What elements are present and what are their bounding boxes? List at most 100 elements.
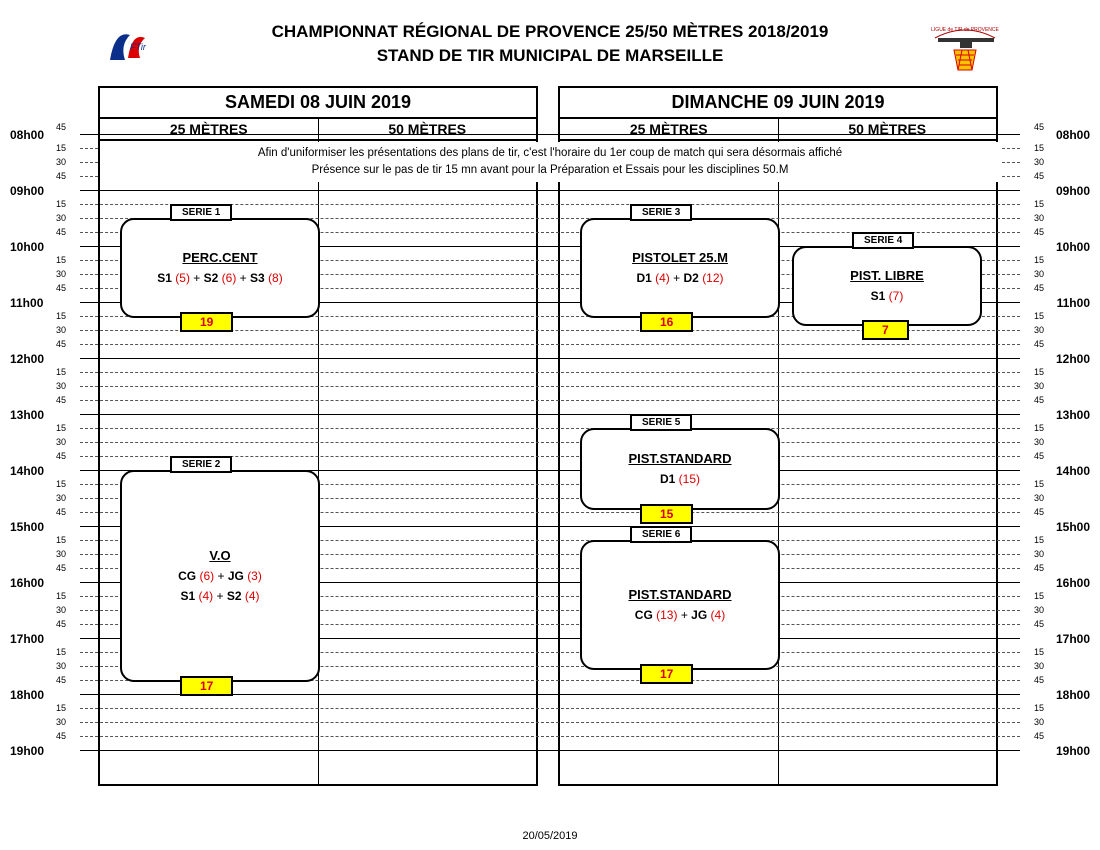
quarter-label-right: 45 — [1034, 283, 1044, 293]
quarter-label-right: 15 — [1034, 199, 1044, 209]
quarter-label-right: 30 — [1034, 381, 1044, 391]
quarter-label-left: 45 — [56, 227, 66, 237]
count-badge-p25: 16 — [640, 312, 693, 332]
count-badge-vo: 17 — [180, 676, 233, 696]
quarter-label-right: 45 — [1034, 619, 1044, 629]
quarter-label-left: 30 — [56, 661, 66, 671]
quarter-label-right: 15 — [1034, 367, 1044, 377]
page-title: CHAMPIONNAT RÉGIONAL DE PROVENCE 25/50 M… — [272, 20, 829, 68]
quarter-label-left: 15 — [56, 143, 66, 153]
logo-left: FTir — [100, 20, 160, 75]
quarter-label-left: 30 — [56, 381, 66, 391]
hour-label-left: 11h00 — [10, 296, 70, 310]
quarter-label-right: 30 — [1034, 549, 1044, 559]
event-line: CG (13) + JG (4) — [635, 608, 725, 622]
hour-label-right: 17h00 — [1030, 632, 1090, 646]
event-perc-cent: PERC.CENT S1 (5) + S2 (6) + S3 (8) — [120, 218, 320, 318]
quarter-label-right: 45 — [1034, 171, 1044, 181]
event-title: PIST.STANDARD — [628, 587, 731, 602]
note-line-2: Présence sur le pas de tir 15 mn avant p… — [104, 162, 996, 179]
quarter-line: 1515 — [80, 708, 1020, 709]
event-title: PISTOLET 25.M — [632, 250, 728, 265]
event-title: PIST. LIBRE — [850, 268, 924, 283]
quarter-label-left: 30 — [56, 493, 66, 503]
hour-label-left: 16h00 — [10, 576, 70, 590]
quarter-label-right: 45 — [1034, 563, 1044, 573]
hour-line — [80, 358, 1020, 359]
quarter-label-right: 30 — [1034, 269, 1044, 279]
quarter-line: 4545 — [80, 736, 1020, 737]
quarter-line: 3030 — [80, 386, 1020, 387]
quarter-label-right: 30 — [1034, 661, 1044, 671]
quarter-label-right: 30 — [1034, 325, 1044, 335]
quarter-label-right: 15 — [1034, 143, 1044, 153]
serie-tag-2: SERIE 2 — [170, 456, 232, 473]
hour-label-right: 10h00 — [1030, 240, 1090, 254]
hour-line — [80, 414, 1020, 415]
hour-label-right: 18h00 — [1030, 688, 1090, 702]
quarter-label-right: 15 — [1034, 647, 1044, 657]
hour-row: 12h0012h00151530304545 — [80, 358, 1020, 414]
quarter-label-left: 30 — [56, 157, 66, 167]
event-line: S1 (7) — [871, 289, 904, 303]
quarter-label-left: 45 — [56, 395, 66, 405]
quarter-label-left: 30 — [56, 605, 66, 615]
serie-tag-6: SERIE 6 — [630, 526, 692, 543]
hour-label-left: 15h00 — [10, 520, 70, 534]
quarter-label-left: 30 — [56, 325, 66, 335]
quarter-label-left: 15 — [56, 479, 66, 489]
event-pist-libre: PIST. LIBRE S1 (7) — [792, 246, 982, 326]
quarter-label-right: 30 — [1034, 157, 1044, 167]
serie-tag-5: SERIE 5 — [630, 414, 692, 431]
quarter-label-left: 45 — [56, 731, 66, 741]
event-title: V.O — [209, 548, 230, 563]
quarter-label-left: 15 — [56, 199, 66, 209]
quarter-label-left: 30 — [56, 549, 66, 559]
quarter-label-left: 45 — [56, 339, 66, 349]
event-title: PERC.CENT — [182, 250, 257, 265]
quarter-label-right: 45 — [1034, 507, 1044, 517]
svg-text:FTir: FTir — [130, 42, 147, 52]
quarter-label-right: 45 — [1034, 451, 1044, 461]
hour-label-right: 12h00 — [1030, 352, 1090, 366]
quarter-label-left: 30 — [56, 717, 66, 727]
quarter-line: 3030 — [80, 722, 1020, 723]
hour-label-right: 13h00 — [1030, 408, 1090, 422]
footer-date: 20/05/2019 — [0, 830, 1100, 842]
quarter-label-left: 15 — [56, 311, 66, 321]
quarter-label-left: 15 — [56, 703, 66, 713]
title-line-1: CHAMPIONNAT RÉGIONAL DE PROVENCE 25/50 M… — [272, 20, 829, 44]
quarter-label-left: 15 — [56, 255, 66, 265]
serie-tag-4: SERIE 4 — [852, 232, 914, 249]
quarter-label-right: 15 — [1034, 479, 1044, 489]
hour-line — [80, 190, 1020, 191]
quarter-label-right: 15 — [1034, 703, 1044, 713]
serie-tag-3: SERIE 3 — [630, 204, 692, 221]
quarter-label-right: 45 — [1034, 675, 1044, 685]
quarter-label-left: 15 — [56, 647, 66, 657]
quarter-label-left: 30 — [56, 269, 66, 279]
hour-label-left: 13h00 — [10, 408, 70, 422]
event-line: S1 (5) + S2 (6) + S3 (8) — [157, 271, 282, 285]
count-badge-pstd1: 15 — [640, 504, 693, 524]
hour-label-right: 15h00 — [1030, 520, 1090, 534]
schedule-grid: SAMEDI 08 JUIN 2019 25 MÈTRES 50 MÈTRES … — [80, 86, 1020, 786]
quarter-label-right: 45 — [1034, 395, 1044, 405]
quarter-label-right: 30 — [1034, 493, 1044, 503]
hour-label-right: 11h00 — [1030, 296, 1090, 310]
hour-label-right: 14h00 — [1030, 464, 1090, 478]
quarter-label-left: 30 — [56, 213, 66, 223]
count-badge-pstd2: 17 — [640, 664, 693, 684]
quarter-label-right: 30 — [1034, 213, 1044, 223]
quarter-line: 1515 — [80, 428, 1020, 429]
hour-label-left: 18h00 — [10, 688, 70, 702]
title-line-2: STAND DE TIR MUNICIPAL DE MARSEILLE — [272, 44, 829, 68]
quarter-label-right: 15 — [1034, 255, 1044, 265]
quarter-label-left: 45 — [56, 563, 66, 573]
quarter-label-right: 45 — [1034, 227, 1044, 237]
quarter-line: 3030 — [80, 442, 1020, 443]
hour-label-left: 12h00 — [10, 352, 70, 366]
quarter-label-right: 45 — [1034, 731, 1044, 741]
quarter-label-left: 45 — [56, 171, 66, 181]
hour-label-right: 16h00 — [1030, 576, 1090, 590]
